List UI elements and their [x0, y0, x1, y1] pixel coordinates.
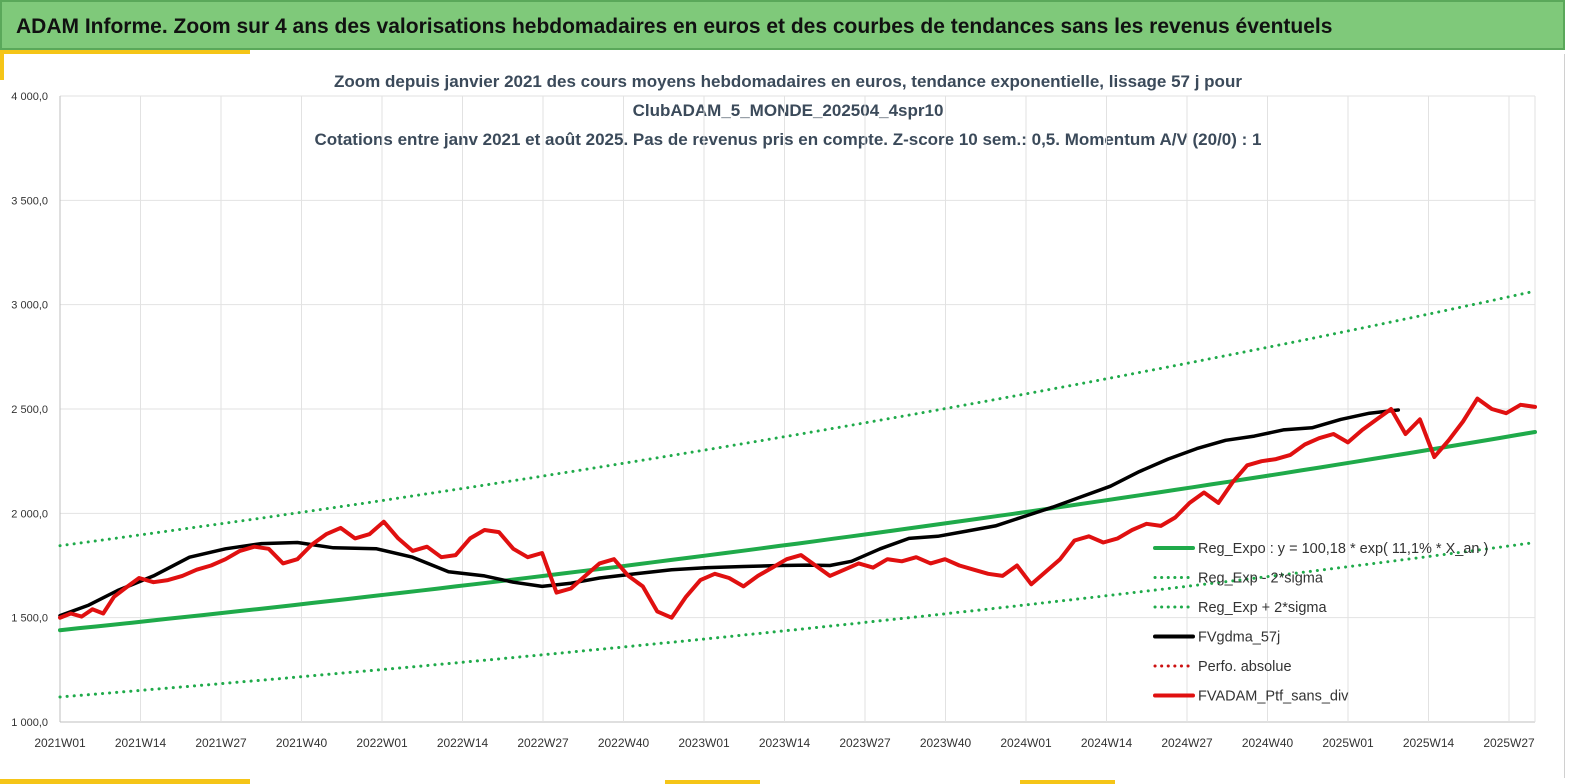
x-tick-label: 2023W27 [839, 736, 891, 750]
x-tick-label: 2025W01 [1322, 736, 1374, 750]
y-tick-label: 3 500,0 [11, 195, 48, 207]
x-tick-label: 2021W27 [195, 736, 247, 750]
chart-title-line-1: Zoom depuis janvier 2021 des cours moyen… [334, 72, 1242, 91]
y-tick-label: 2 000,0 [11, 508, 48, 520]
x-tick-label: 2022W27 [517, 736, 569, 750]
x-tick-label: 2024W40 [1242, 736, 1294, 750]
legend-label-reg-exp-2-sigma: Reg_Exp - 2*sigma [1198, 571, 1324, 587]
legend-label-perfo-absolue: Perfo. absolue [1198, 659, 1292, 675]
x-tick-label: 2023W14 [759, 736, 811, 750]
x-tick-label: 2022W01 [356, 736, 408, 750]
report-title: ADAM Informe. Zoom sur 4 ans des valoris… [16, 15, 1333, 38]
x-tick-label: 2021W40 [276, 736, 328, 750]
chart-frame [4, 54, 1565, 778]
series-line-reg-expo-y-100-18-exp-11-1-x-an [58, 430, 1537, 633]
accent-bar-bottom-mid [665, 780, 760, 784]
accent-bar-left [0, 50, 4, 80]
series-line-reg-exp-2-sigma [58, 541, 1537, 699]
series-line-reg-exp-2-sigma [58, 289, 1537, 548]
legend-label-reg-exp-2-sigma: Reg_Exp + 2*sigma [1198, 600, 1327, 616]
report-banner: ADAM Informe. Zoom sur 4 ans des valoris… [0, 0, 1565, 50]
x-tick-label: 2024W01 [1000, 736, 1052, 750]
x-tick-label: 2024W27 [1161, 736, 1213, 750]
x-tick-label: 2022W40 [598, 736, 650, 750]
series-line-fvgdma-57j [58, 408, 1401, 618]
x-tick-label: 2023W40 [920, 736, 972, 750]
x-tick-label: 2021W01 [34, 736, 86, 750]
x-tick-label: 2025W27 [1483, 736, 1535, 750]
accent-bar-top [0, 50, 250, 54]
y-tick-label: 2 500,0 [11, 404, 48, 416]
accent-bar-bottom-right [1020, 780, 1115, 784]
legend-label-reg-expo-y-100-18-exp-11-1-x-an: Reg_Expo : y = 100,18 * exp( 11,1% * X_a… [1198, 541, 1488, 557]
y-tick-label: 1 500,0 [11, 613, 48, 625]
chart-title-line-3: Cotations entre janv 2021 et août 2025. … [314, 130, 1262, 149]
y-tick-label: 1 000,0 [11, 717, 48, 729]
series-line-fvadam-ptf-sans-div [58, 396, 1537, 620]
accent-bar-bottom [0, 779, 250, 784]
x-tick-label: 2022W14 [437, 736, 489, 750]
x-tick-label: 2023W01 [678, 736, 730, 750]
x-tick-label: 2021W14 [115, 736, 167, 750]
y-tick-label: 4 000,0 [11, 91, 48, 103]
legend-label-fvadam-ptf-sans-div: FVADAM_Ptf_sans_div [1198, 689, 1349, 705]
chart-title-line-2: ClubADAM_5_MONDE_202504_4spr10 [632, 101, 944, 120]
x-tick-label: 2025W14 [1403, 736, 1455, 750]
y-tick-label: 3 000,0 [11, 300, 48, 312]
x-tick-label: 2024W14 [1081, 736, 1133, 750]
legend-label-fvgdma-57j: FVgdma_57j [1198, 630, 1280, 646]
